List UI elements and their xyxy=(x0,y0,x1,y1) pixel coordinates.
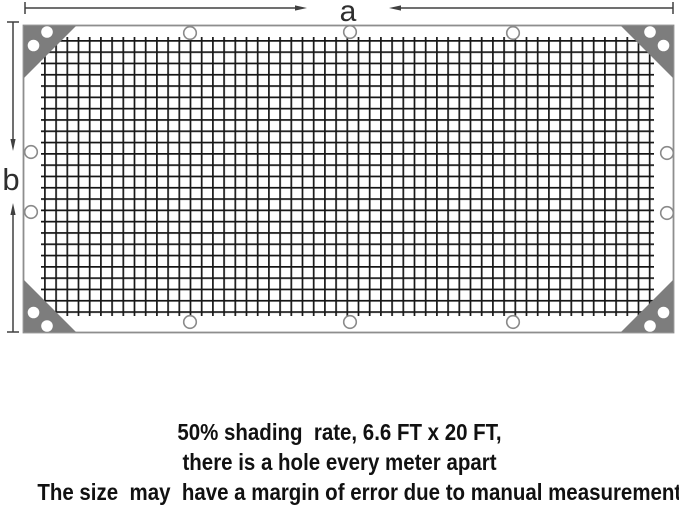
grommet-right xyxy=(659,145,675,161)
grommet-left xyxy=(23,144,39,160)
corner-patch-hole xyxy=(644,320,656,332)
caption-line-hole-spacing: there is a hole every meter apart xyxy=(182,449,497,475)
corner-patch-shape xyxy=(24,26,76,78)
corner-patch-hole xyxy=(657,306,670,319)
grommet-top xyxy=(505,25,521,41)
arrowhead-right-icon xyxy=(295,5,307,11)
shade-mesh-grid xyxy=(41,37,654,316)
grommet-top xyxy=(342,24,358,40)
grommet-bottom xyxy=(505,314,521,330)
grommet-bottom xyxy=(182,314,198,330)
corner-patch-shape xyxy=(621,26,673,78)
corner-patch-hole xyxy=(644,26,656,38)
corner-patch-hole xyxy=(41,320,53,332)
corner-patch-bottom-right xyxy=(621,280,673,332)
grommet-right xyxy=(659,205,675,221)
grommet-top xyxy=(182,25,198,41)
caption-line-shading-rate: 50% shading rate, 6.6 FT x 20 FT, xyxy=(177,419,502,445)
grommets xyxy=(23,24,675,330)
corner-patch-top-left xyxy=(24,26,76,78)
width-label: a xyxy=(340,0,357,28)
corner-patch-bottom-left xyxy=(24,280,76,332)
corner-patch-shape xyxy=(24,280,76,332)
dimension-width xyxy=(24,2,674,14)
corner-patch-hole xyxy=(41,26,53,38)
corner-patch-top-right xyxy=(621,26,673,78)
height-label: b xyxy=(2,162,19,197)
caption-line-measurement-note: The size may have a margin of error due … xyxy=(37,479,679,505)
dimension-height xyxy=(7,21,19,333)
arrowhead-left-icon xyxy=(389,5,401,11)
corner-patch-hole xyxy=(27,306,40,319)
grommet-bottom xyxy=(342,314,358,330)
arrowhead-down-icon xyxy=(10,139,16,151)
caption: 50% shading rate, 6.6 FT x 20 FT, there … xyxy=(0,417,679,507)
shade-net-diagram: a b xyxy=(2,0,675,334)
corner-patch-hole xyxy=(27,39,40,52)
corner-patches xyxy=(24,26,673,332)
grommet-left xyxy=(23,204,39,220)
corner-patch-hole xyxy=(657,39,670,52)
corner-patch-shape xyxy=(621,280,673,332)
arrowhead-up-icon xyxy=(10,203,16,215)
